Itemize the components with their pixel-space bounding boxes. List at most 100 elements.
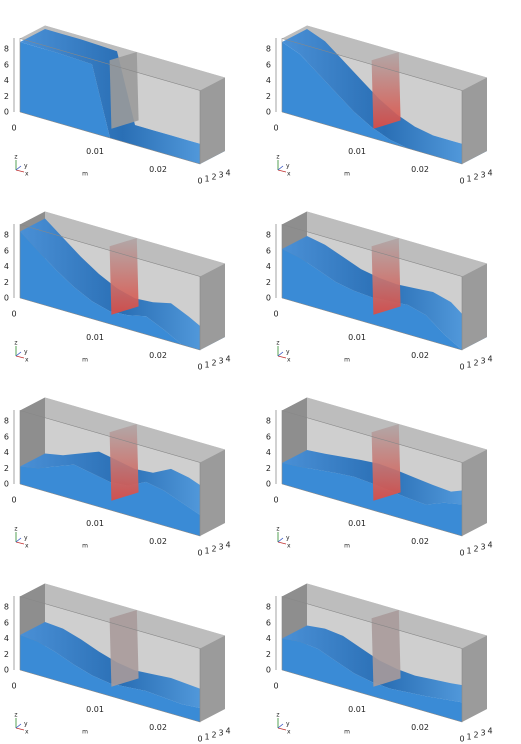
- z-tick-label: 0: [266, 294, 271, 303]
- z-tick-label: 0: [266, 108, 271, 117]
- y-tick-label: 1: [466, 175, 471, 184]
- z-tick-label: 0: [4, 480, 9, 489]
- x-tick-label: 0.02: [149, 723, 167, 732]
- y-tick-label: 2: [211, 545, 216, 554]
- triad-x: [15, 355, 25, 359]
- triad-y: [277, 165, 284, 171]
- box-edge: [19, 38, 201, 165]
- triad-y: [277, 351, 284, 357]
- z-tick-label: 2: [4, 278, 9, 287]
- triad-label: z: [14, 526, 17, 533]
- triad-y: [15, 351, 22, 357]
- triad-label: z: [276, 154, 279, 161]
- x-tick-label: 0.02: [149, 351, 167, 360]
- water-front: [20, 635, 200, 722]
- y-tick-label: 2: [473, 731, 478, 740]
- triad-label: z: [276, 340, 279, 347]
- gate: [109, 238, 139, 315]
- x-tick-label: 0: [11, 124, 16, 133]
- triad-x: [277, 355, 287, 359]
- water-surface: [282, 29, 487, 164]
- x-tick-label: 0.01: [86, 705, 104, 714]
- triad-label: x: [25, 357, 29, 364]
- triad-label: x: [25, 543, 29, 550]
- triad-label: x: [287, 729, 291, 736]
- triad-y: [15, 537, 22, 543]
- y-tick-label: 1: [466, 361, 471, 370]
- right-wall: [200, 263, 225, 350]
- x-tick-label: 0.01: [348, 519, 366, 528]
- gate: [109, 52, 139, 129]
- triad-x: [277, 541, 287, 545]
- y-tick-label: 0: [459, 735, 464, 744]
- z-tick-label: 0: [266, 666, 271, 675]
- x-tick-label: 0: [11, 496, 16, 505]
- y-tick-label: 1: [466, 733, 471, 742]
- box-edge: [281, 224, 463, 351]
- right-wall: [462, 77, 487, 164]
- z-tick-label: 0: [266, 480, 271, 489]
- z-tick-label: 2: [266, 92, 271, 101]
- y-tick-label: 0: [459, 549, 464, 558]
- x-tick-label: 0: [11, 682, 16, 691]
- right-wall: [462, 449, 487, 536]
- gate: [109, 610, 139, 687]
- z-tick-label: 2: [4, 92, 9, 101]
- triad-label: z: [14, 340, 17, 347]
- right-wall: [462, 635, 487, 722]
- z-tick-label: 4: [4, 634, 9, 643]
- gate: [371, 52, 401, 129]
- z-tick-label: 0: [4, 108, 9, 117]
- z-tick-label: 4: [266, 634, 271, 643]
- x-tick-label: 0.02: [411, 351, 429, 360]
- z-tick-label: 2: [266, 464, 271, 473]
- z-tick-label: 4: [266, 76, 271, 85]
- box-edge: [19, 596, 201, 723]
- y-tick-label: 3: [480, 357, 485, 366]
- y-tick-label: 1: [204, 547, 209, 556]
- z-tick-label: 8: [4, 231, 9, 240]
- triad-label: y: [24, 163, 28, 170]
- water-front: [282, 42, 462, 164]
- x-tick-label: 0.02: [149, 165, 167, 174]
- y-tick-label: 1: [204, 175, 209, 184]
- z-tick-label: 6: [4, 618, 9, 627]
- triad-y: [15, 723, 22, 729]
- y-tick-label: 2: [473, 173, 478, 182]
- y-tick-label: 2: [473, 359, 478, 368]
- triad-x: [15, 727, 25, 731]
- y-tick-label: 2: [211, 359, 216, 368]
- right-wall: [462, 263, 487, 350]
- z-tick-label: 4: [266, 448, 271, 457]
- z-tick-label: 8: [4, 417, 9, 426]
- y-tick-label: 2: [473, 545, 478, 554]
- z-tick-label: 6: [4, 60, 9, 69]
- water-front: [282, 249, 462, 350]
- triad-x: [277, 169, 287, 173]
- triad-y: [277, 723, 284, 729]
- x-tick-label: 0.02: [411, 165, 429, 174]
- x-tick-label: 0.01: [86, 147, 104, 156]
- z-tick-label: 8: [266, 417, 271, 426]
- y-tick-label: 4: [225, 355, 230, 364]
- x-tick-label: 0.01: [348, 333, 366, 342]
- y-tick-label: 0: [197, 363, 202, 372]
- z-tick-label: 6: [266, 60, 271, 69]
- x-tick-label: 0: [273, 496, 278, 505]
- y-tick-label: 2: [211, 173, 216, 182]
- x-unit: m: [82, 171, 88, 178]
- right-wall: [200, 77, 225, 164]
- box-edge: [281, 596, 463, 723]
- x-tick-label: 0: [11, 310, 16, 319]
- z-tick-label: 4: [4, 262, 9, 271]
- y-tick-label: 0: [197, 177, 202, 186]
- right-wall: [200, 635, 225, 722]
- z-tick-label: 8: [266, 231, 271, 240]
- z-tick-label: 6: [266, 246, 271, 255]
- triad-label: y: [24, 535, 28, 542]
- water-front: [20, 231, 200, 350]
